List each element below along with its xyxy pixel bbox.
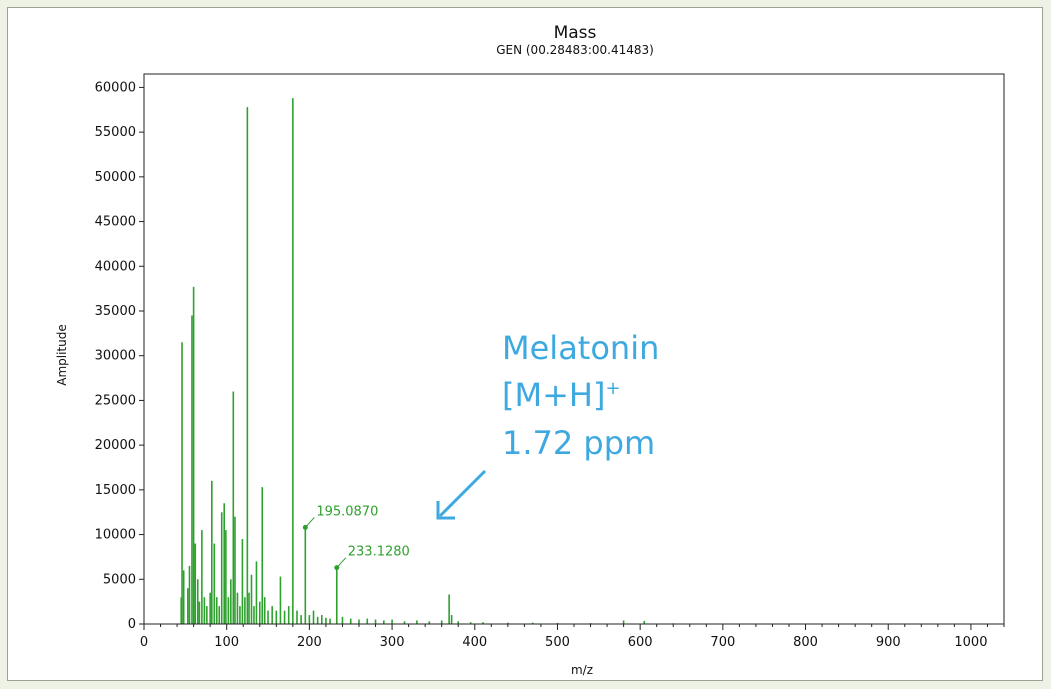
x-tick-label: 100: [214, 635, 239, 650]
chart-panel: Mass GEN (00.28483:00.41483) Amplitude m…: [7, 7, 1043, 681]
y-axis-title: Amplitude: [55, 324, 69, 386]
y-tick-label: 55000: [95, 125, 136, 140]
y-tick-label: 25000: [95, 393, 136, 408]
annotation-line-3: 1.72 ppm: [502, 424, 655, 462]
mass-spectrum-chart: Mass GEN (00.28483:00.41483) Amplitude m…: [55, 23, 1005, 677]
chart-title: Mass: [554, 23, 597, 43]
peak-leader: [304, 517, 315, 528]
peak-label: 195.0870: [316, 504, 378, 519]
x-tick-label: 600: [628, 635, 653, 650]
plot-frame: [143, 73, 1005, 625]
annotation-line-2-sup: +: [605, 378, 620, 399]
x-tick-label: 0: [140, 635, 148, 650]
annotation-arrow-head: [436, 501, 455, 520]
y-tick-label: 15000: [95, 483, 136, 498]
x-axis-title: m/z: [571, 663, 593, 677]
x-tick-label: 900: [876, 635, 901, 650]
y-tick-label: 50000: [95, 170, 136, 185]
x-tick-label: 300: [380, 635, 405, 650]
peak-label-group: 195.0870 233.1280: [302, 504, 410, 571]
y-tick-label: 40000: [95, 259, 136, 274]
y-tick-label: 20000: [95, 438, 136, 453]
x-tick-label: 400: [462, 635, 487, 650]
annotation: Melatonin [M+H]+ 1.72 ppm: [436, 329, 659, 520]
x-tick-label: 200: [297, 635, 322, 650]
y-axis: 0 5000 10000 15000 20000 25000 30000 35000 40000…: [95, 80, 144, 632]
annotation-arrow: [438, 469, 487, 518]
chart-subtitle: GEN (00.28483:00.41483): [496, 43, 654, 57]
x-axis: 0 100 200 300 400 500 600 700 800 900 1000: [140, 624, 1005, 650]
x-tick-label: 700: [710, 635, 735, 650]
y-tick-label: 45000: [95, 215, 136, 230]
annotation-line-2-main: [M+H]: [502, 376, 605, 414]
y-tick-label: 60000: [95, 80, 136, 95]
y-tick-label: 35000: [95, 304, 136, 319]
peak-leader: [336, 557, 347, 568]
y-tick-label: 10000: [95, 528, 136, 543]
y-tick-label: 5000: [103, 572, 136, 587]
annotation-line-1: Melatonin: [502, 329, 659, 367]
peak-bars: [180, 98, 931, 624]
peak-label: 233.1280: [348, 545, 410, 560]
y-tick-label: 0: [128, 617, 136, 632]
annotation-line-2: [M+H]+: [502, 376, 621, 414]
x-tick-label: 800: [793, 635, 818, 650]
x-tick-label: 500: [545, 635, 570, 650]
x-tick-label: 1000: [954, 635, 987, 650]
y-tick-label: 30000: [95, 349, 136, 364]
